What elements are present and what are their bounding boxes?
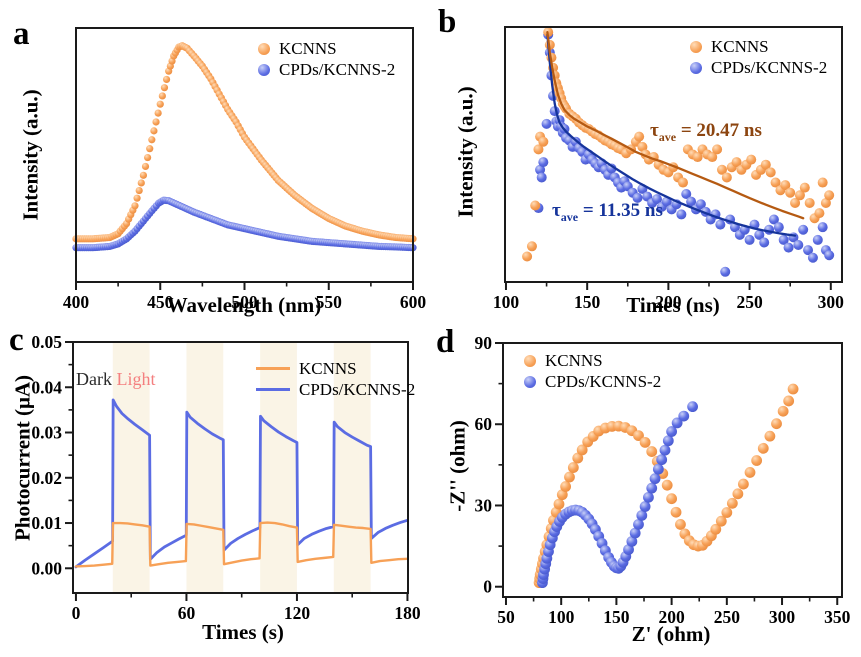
svg-text:200: 200	[658, 607, 685, 627]
svg-text:30: 30	[475, 495, 493, 515]
svg-text:0: 0	[72, 603, 81, 623]
panel-d-ylabel: -Z'' (ohm)	[445, 420, 470, 512]
svg-text:0.02: 0.02	[31, 468, 62, 488]
panel-label-a: a	[13, 16, 30, 52]
legend-item: CPDs/KCNNS-2	[256, 379, 416, 399]
svg-text:250: 250	[736, 292, 763, 312]
kcnns-marker-icon	[258, 42, 270, 55]
legend-item: CPDs/KCNNS-2	[690, 57, 828, 77]
kcnns-line-icon	[256, 366, 290, 371]
panel-label-c: c	[9, 322, 24, 358]
tau-symbol: τ	[650, 120, 659, 141]
legend-label: KCNNS	[279, 38, 337, 58]
cpds-kcnns-marker-icon	[524, 375, 536, 388]
cpds-kcnns-marker-icon	[690, 61, 702, 74]
cpds-kcnns-marker-icon	[258, 63, 270, 76]
kcnns-marker-icon	[524, 354, 536, 367]
svg-text:450: 450	[147, 292, 174, 312]
panel-d-legend: KCNNS CPDs/KCNNS-2	[524, 350, 662, 391]
svg-text:200: 200	[655, 292, 682, 312]
legend-label: KCNNS	[711, 36, 769, 56]
svg-text:90: 90	[475, 333, 493, 353]
tau-value: = 11.35 ns	[578, 200, 663, 221]
tau-annotation-cpds-kcnns: τave = 11.35 ns	[552, 200, 663, 225]
legend-item: KCNNS	[524, 350, 661, 370]
dark-light-label: Dark Light	[76, 369, 155, 390]
panel-c-legend: KCNNS CPDs/KCNNS-2	[256, 358, 416, 399]
svg-text:350: 350	[824, 607, 851, 627]
svg-text:150: 150	[574, 292, 601, 312]
light-label: Light	[116, 369, 156, 389]
legend-item: KCNNS	[256, 358, 415, 378]
svg-text:600: 600	[400, 292, 427, 312]
legend-label: CPDs/KCNNS-2	[545, 371, 662, 391]
panel-a-xlabel: Wavelength (nm)	[166, 293, 322, 317]
svg-text:0.01: 0.01	[31, 513, 62, 533]
tau-symbol: τ	[552, 200, 561, 221]
svg-text:500: 500	[231, 292, 258, 312]
tau-subscript: ave	[658, 129, 677, 144]
legend-item: KCNNS	[690, 36, 827, 56]
svg-text:0: 0	[483, 577, 492, 597]
cpds-kcnns-line-icon	[256, 387, 290, 392]
panel-a-legend: KCNNS CPDs/KCNNS-2	[258, 38, 396, 79]
panel-label-b: b	[438, 4, 457, 40]
legend-label: CPDs/KCNNS-2	[711, 57, 828, 77]
svg-text:180: 180	[394, 603, 421, 623]
svg-text:50: 50	[497, 607, 515, 627]
svg-text:100: 100	[493, 292, 520, 312]
panel-d-xlabel: Z' (ohm)	[631, 622, 711, 646]
legend-label: CPDs/KCNNS-2	[299, 379, 416, 399]
panel-b-xlabel: Times (ns)	[626, 293, 720, 317]
svg-text:0.05: 0.05	[31, 332, 62, 352]
tau-value: = 20.47 ns	[676, 120, 762, 141]
svg-text:300: 300	[769, 607, 796, 627]
svg-text:60: 60	[178, 603, 196, 623]
svg-text:150: 150	[603, 607, 630, 627]
panel-c-ylabel: Photocurrent (μA)	[10, 374, 35, 542]
svg-text:60: 60	[475, 414, 493, 434]
tau-annotation-kcnns: τave = 20.47 ns	[650, 120, 762, 145]
svg-text:0.04: 0.04	[31, 377, 62, 397]
legend-item: KCNNS	[258, 38, 395, 58]
svg-text:120: 120	[284, 603, 311, 623]
svg-text:550: 550	[316, 292, 343, 312]
dark-label: Dark	[76, 369, 112, 389]
panel-b-legend: KCNNS CPDs/KCNNS-2	[690, 36, 828, 77]
kcnns-marker-icon	[690, 40, 702, 53]
legend-label: KCNNS	[299, 358, 357, 378]
legend-item: CPDs/KCNNS-2	[524, 371, 662, 391]
svg-text:300: 300	[818, 292, 845, 312]
svg-text:100: 100	[548, 607, 575, 627]
legend-label: KCNNS	[545, 350, 603, 370]
panel-b-ylabel: Intensity (a.u.)	[453, 86, 478, 218]
panel-label-d: d	[436, 324, 455, 360]
panel-c-xlabel: Times (s)	[202, 620, 284, 644]
svg-text:250: 250	[714, 607, 741, 627]
svg-text:0.00: 0.00	[31, 558, 62, 578]
tau-subscript: ave	[560, 209, 579, 224]
legend-item: CPDs/KCNNS-2	[258, 59, 396, 79]
svg-text:0.03: 0.03	[31, 423, 62, 443]
svg-text:400: 400	[63, 292, 90, 312]
legend-label: CPDs/KCNNS-2	[279, 59, 396, 79]
panel-a-ylabel: Intensity (a.u.)	[18, 89, 43, 221]
